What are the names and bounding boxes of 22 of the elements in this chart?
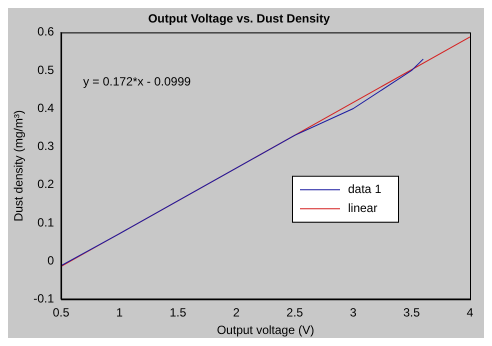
x-tick-label: 1.5 bbox=[170, 306, 187, 320]
y-tick-label: 0.4 bbox=[37, 100, 54, 115]
x-tick-label: 1 bbox=[116, 306, 124, 320]
chart-title: Output Voltage vs. Dust Density bbox=[148, 12, 330, 26]
legend-label: linear bbox=[348, 201, 378, 216]
y-axis-title: Dust density (mg/m³) bbox=[12, 110, 26, 222]
y-tick-label: 0.1 bbox=[37, 215, 54, 230]
x-tick-label: 3.5 bbox=[403, 306, 420, 320]
y-tick-label: 0.3 bbox=[37, 139, 54, 154]
y-tick-label: -0.1 bbox=[33, 292, 54, 306]
y-tick-label: 0.6 bbox=[37, 24, 54, 39]
x-tick-label: 2 bbox=[232, 306, 240, 320]
annotation: y = 0.172*x - 0.0999 bbox=[83, 74, 192, 89]
y-tick-label: 0.5 bbox=[37, 62, 54, 77]
y-tick-label: 0.2 bbox=[37, 177, 54, 192]
legend-label: data 1 bbox=[348, 182, 382, 196]
x-tick-label: 2.5 bbox=[286, 306, 304, 320]
x-axis-title: Output voltage (V) bbox=[216, 323, 314, 338]
x-tick-label: 4 bbox=[466, 306, 474, 320]
y-tick-label: 0 bbox=[47, 253, 54, 268]
x-tick-label: 3 bbox=[350, 306, 357, 320]
x-tick-label: 0.5 bbox=[52, 306, 70, 320]
